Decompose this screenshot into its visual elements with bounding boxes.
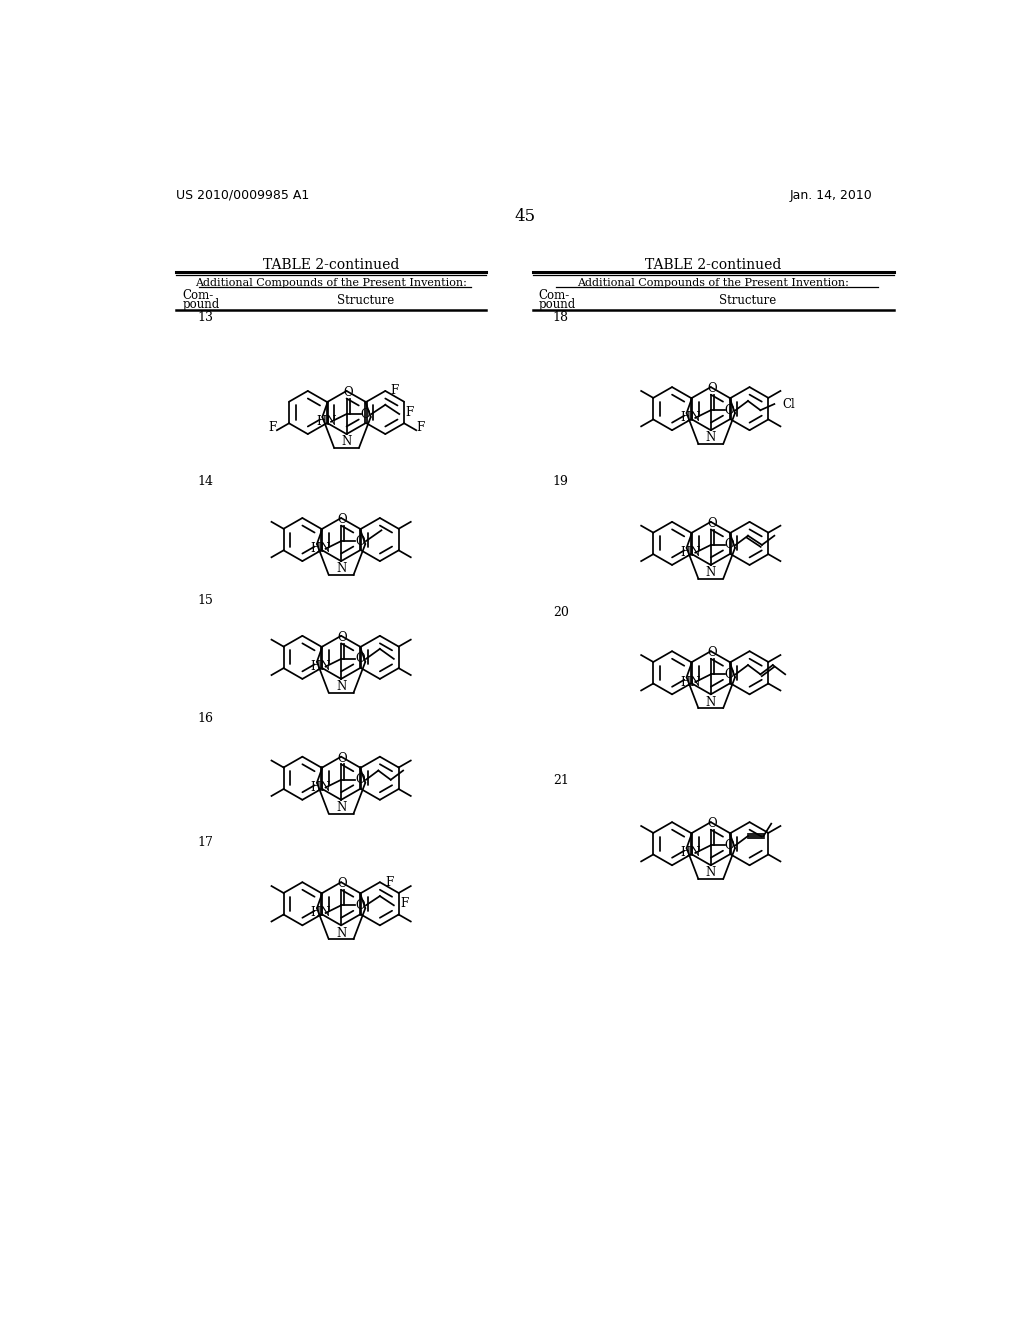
Text: O: O [725,838,734,851]
Text: 20: 20 [553,606,568,619]
Text: F: F [406,407,414,418]
Text: N: N [706,696,716,709]
Text: 16: 16 [198,713,214,726]
Text: HN: HN [680,676,700,689]
Text: Structure: Structure [337,293,394,306]
Text: Cl: Cl [782,397,795,411]
Text: 17: 17 [198,836,214,849]
Text: Structure: Structure [720,293,776,306]
Text: N: N [336,680,346,693]
Text: HN: HN [316,416,337,428]
Text: Com-: Com- [539,289,570,302]
Text: Additional Compounds of the Present Invention:: Additional Compounds of the Present Inve… [196,279,467,288]
Text: N: N [336,562,346,576]
Text: O: O [338,513,347,527]
Text: HN: HN [680,546,700,560]
Text: N: N [336,801,346,814]
Text: O: O [725,539,734,552]
Text: N: N [341,436,351,449]
Text: O: O [708,517,717,529]
Text: 45: 45 [514,209,536,226]
Text: O: O [708,381,717,395]
Text: HN: HN [310,660,331,673]
Text: O: O [360,408,370,421]
Text: O: O [708,817,717,830]
Text: O: O [708,647,717,659]
Text: O: O [338,751,347,764]
Text: O: O [355,652,365,665]
Text: N: N [706,432,716,445]
Text: 15: 15 [198,594,214,607]
Text: F: F [385,875,393,888]
Text: O: O [355,774,365,787]
Text: TABLE 2-continued: TABLE 2-continued [645,257,781,272]
Text: pound: pound [182,298,219,312]
Text: HN: HN [310,781,331,795]
Text: TABLE 2-continued: TABLE 2-continued [263,257,399,272]
Text: O: O [338,631,347,644]
Text: 18: 18 [553,312,568,325]
Text: 13: 13 [198,312,214,325]
Text: Jan. 14, 2010: Jan. 14, 2010 [790,189,872,202]
Text: F: F [390,384,398,397]
Text: N: N [706,866,716,879]
Text: HN: HN [310,907,331,920]
Text: F: F [400,898,409,911]
Text: O: O [725,404,734,417]
Text: O: O [343,385,353,399]
Text: O: O [355,535,365,548]
Text: F: F [268,421,276,434]
Text: HN: HN [680,846,700,859]
Text: Additional Compounds of the Present Invention:: Additional Compounds of the Present Inve… [578,279,849,288]
Text: 21: 21 [553,774,568,787]
Text: O: O [355,899,365,912]
Text: HN: HN [310,543,331,556]
Text: 14: 14 [198,475,214,488]
Text: HN: HN [680,412,700,425]
Text: Com-: Com- [182,289,213,302]
Text: O: O [338,878,347,890]
Text: N: N [706,566,716,579]
Text: 19: 19 [553,475,568,488]
Text: O: O [725,668,734,681]
Text: US 2010/0009985 A1: US 2010/0009985 A1 [176,189,309,202]
Text: F: F [417,421,425,434]
Text: pound: pound [539,298,575,312]
Text: N: N [336,927,346,940]
